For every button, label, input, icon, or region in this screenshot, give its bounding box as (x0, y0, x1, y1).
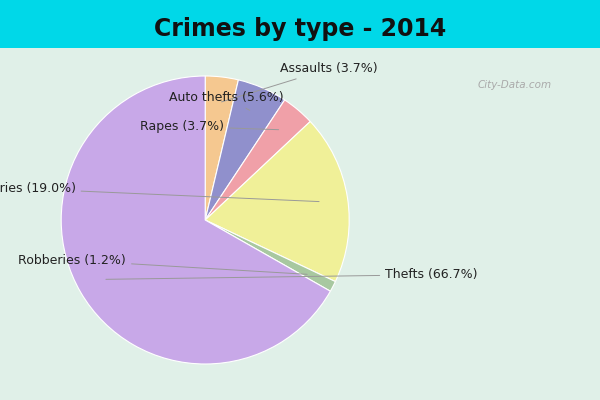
Wedge shape (205, 76, 238, 220)
Text: Crimes by type - 2014: Crimes by type - 2014 (154, 17, 446, 41)
Text: Burglaries (19.0%): Burglaries (19.0%) (0, 182, 319, 202)
Text: Auto thefts (5.6%): Auto thefts (5.6%) (169, 91, 284, 110)
Wedge shape (205, 100, 310, 220)
Wedge shape (205, 80, 285, 220)
Wedge shape (205, 122, 349, 282)
Wedge shape (205, 220, 335, 291)
Text: City-Data.com: City-Data.com (478, 80, 552, 90)
Text: Assaults (3.7%): Assaults (3.7%) (221, 62, 378, 102)
Text: Thefts (66.7%): Thefts (66.7%) (106, 268, 478, 281)
Wedge shape (61, 76, 331, 364)
Text: Robberies (1.2%): Robberies (1.2%) (18, 254, 307, 274)
Text: Rapes (3.7%): Rapes (3.7%) (140, 120, 278, 133)
